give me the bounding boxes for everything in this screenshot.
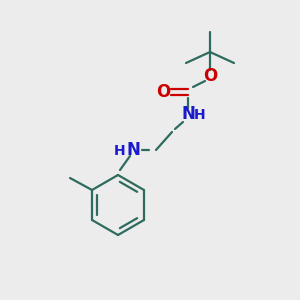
Text: O: O (203, 67, 217, 85)
Text: H: H (194, 108, 206, 122)
Text: N: N (181, 105, 195, 123)
Text: O: O (156, 83, 170, 101)
Text: H: H (114, 144, 126, 158)
Text: N: N (126, 141, 140, 159)
